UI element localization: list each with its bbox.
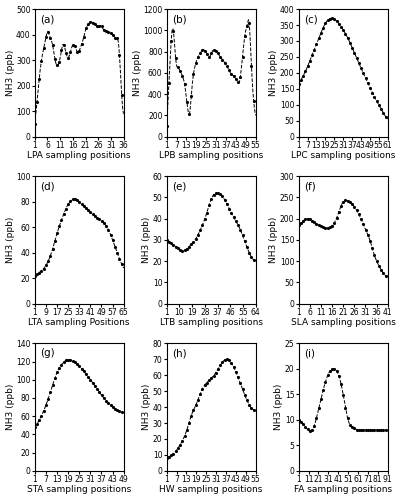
Text: (f): (f) bbox=[304, 182, 316, 192]
Y-axis label: NH3 (ppb): NH3 (ppb) bbox=[6, 217, 15, 263]
Y-axis label: NH3 (ppb): NH3 (ppb) bbox=[133, 50, 142, 96]
X-axis label: LPB sampling positions: LPB sampling positions bbox=[159, 151, 263, 160]
Y-axis label: NH3 (ppb): NH3 (ppb) bbox=[6, 50, 15, 96]
X-axis label: HW sampling positions: HW sampling positions bbox=[160, 486, 263, 494]
X-axis label: SLA sampling positions: SLA sampling positions bbox=[291, 318, 396, 328]
Y-axis label: NH3 (ppb): NH3 (ppb) bbox=[142, 217, 151, 263]
Y-axis label: NH3 (ppb): NH3 (ppb) bbox=[269, 50, 279, 96]
Y-axis label: NH3 (ppb): NH3 (ppb) bbox=[6, 384, 15, 430]
X-axis label: FA sampling positions: FA sampling positions bbox=[294, 486, 392, 494]
Text: (h): (h) bbox=[172, 348, 187, 358]
Text: (c): (c) bbox=[304, 14, 318, 24]
X-axis label: LTB sampling positions: LTB sampling positions bbox=[160, 318, 263, 328]
X-axis label: LPC sampling positions: LPC sampling positions bbox=[291, 151, 395, 160]
Text: (g): (g) bbox=[40, 348, 55, 358]
Text: (e): (e) bbox=[172, 182, 186, 192]
X-axis label: STA sampling positions: STA sampling positions bbox=[27, 486, 131, 494]
Y-axis label: NH3 (ppb): NH3 (ppb) bbox=[269, 217, 279, 263]
Text: (d): (d) bbox=[40, 182, 55, 192]
Y-axis label: NH3 (ppb): NH3 (ppb) bbox=[142, 384, 151, 430]
X-axis label: LTA sampling Positions: LTA sampling Positions bbox=[29, 318, 130, 328]
Y-axis label: NH3 (ppb): NH3 (ppb) bbox=[275, 384, 283, 430]
Text: (i): (i) bbox=[304, 348, 315, 358]
Text: (b): (b) bbox=[172, 14, 187, 24]
X-axis label: LPA sampling positions: LPA sampling positions bbox=[27, 151, 131, 160]
Text: (a): (a) bbox=[40, 14, 55, 24]
